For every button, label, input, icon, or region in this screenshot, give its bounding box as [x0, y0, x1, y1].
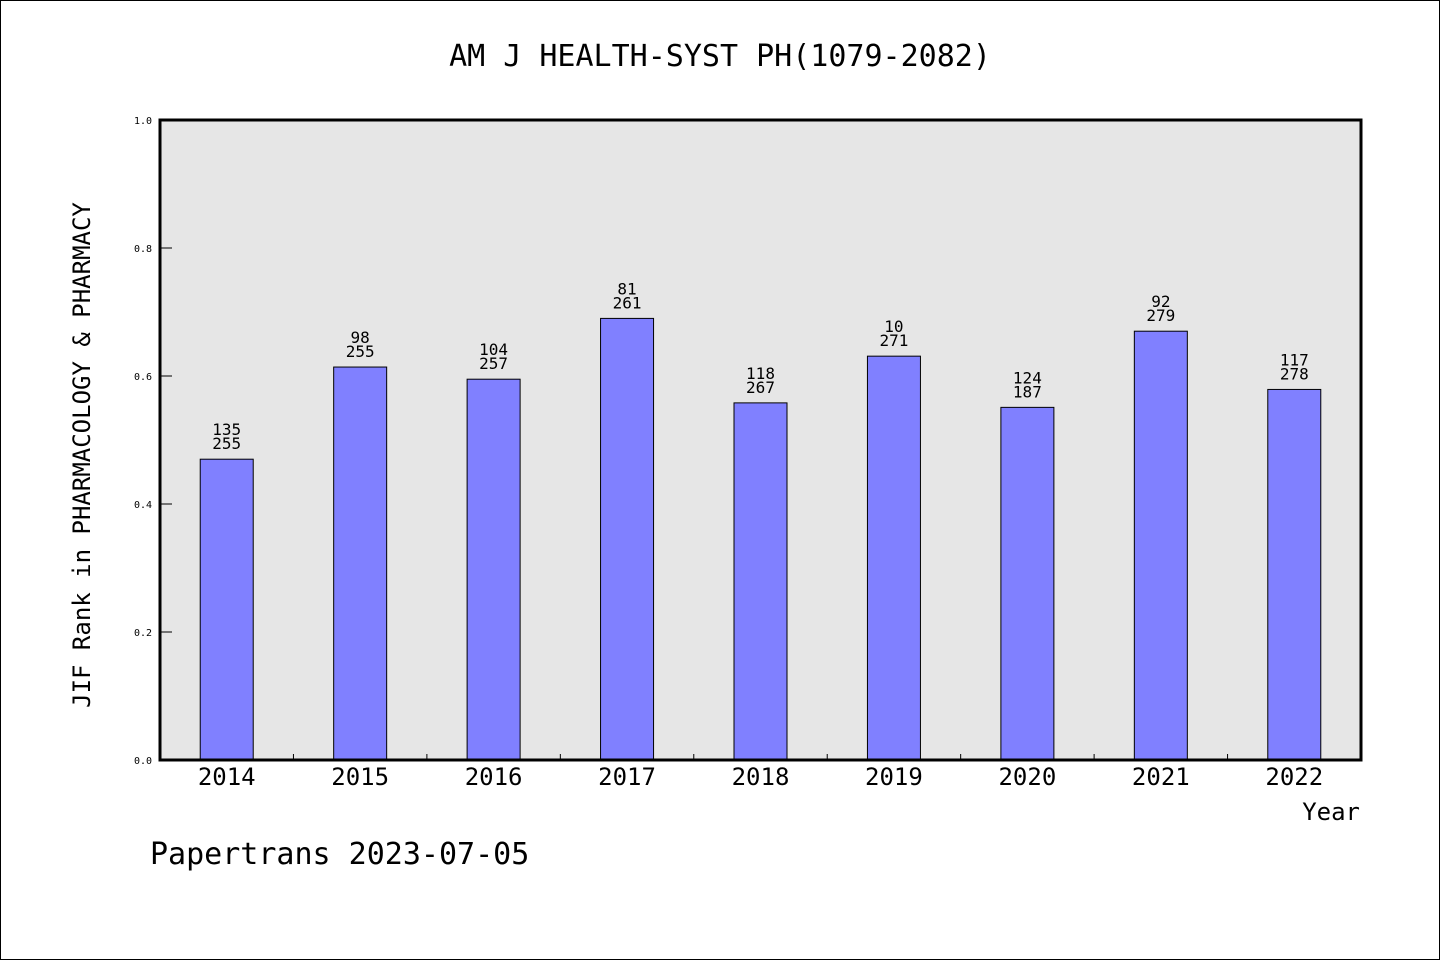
bar-rank-label: 104: [479, 340, 508, 359]
bar-rank-label: 92: [1151, 292, 1170, 311]
bar-rank-label: 81: [617, 279, 636, 298]
x-tick-label: 2018: [732, 763, 790, 791]
bar-2021: [1133, 330, 1188, 761]
x-tick-label: 2021: [1132, 763, 1190, 791]
bar-2018: [733, 402, 788, 761]
x-tick-label: 2014: [198, 763, 256, 791]
bar-total-label: 255: [346, 342, 375, 361]
x-axis-label: Year: [1302, 798, 1360, 826]
bar-rank-label: 124: [1013, 368, 1042, 387]
y-tick-label: 0.0: [134, 756, 152, 767]
bar-2016: [466, 378, 521, 761]
bar-rank-label: 10: [884, 317, 903, 336]
bar-2014: [199, 458, 254, 761]
y-axis-label: JIF Rank in PHARMACOLOGY & PHARMACY: [68, 202, 96, 708]
bar-total-label: 187: [1013, 382, 1042, 401]
x-tick-label: 2022: [1265, 763, 1323, 791]
x-tick-label: 2020: [998, 763, 1056, 791]
x-tick-label: 2017: [598, 763, 656, 791]
plot-border: [158, 118, 1363, 762]
bar-rank-label: 135: [212, 420, 241, 439]
bar-2017: [600, 317, 655, 761]
y-tick-label: 0.8: [134, 244, 152, 255]
footer-text: Papertrans 2023-07-05: [150, 837, 529, 872]
chart-title: AM J HEALTH-SYST PH(1079-2082): [449, 39, 991, 74]
x-tick-label: 2015: [331, 763, 389, 791]
bar-2019: [866, 355, 921, 761]
bar-total-label: 255: [212, 434, 241, 453]
x-tick-label: 2019: [865, 763, 923, 791]
bar-rank-label: 118: [746, 364, 775, 383]
y-tick-label: 0.2: [134, 628, 152, 639]
bar-total-label: 267: [746, 378, 775, 397]
bar-total-label: 257: [479, 354, 508, 373]
x-tick-label: 2016: [465, 763, 523, 791]
bar-total-label: 278: [1280, 364, 1309, 383]
bar-total-label: 279: [1146, 306, 1175, 325]
bar-2015: [333, 366, 388, 761]
y-tick-label: 1.0: [134, 116, 152, 127]
bar-rank-label: 117: [1280, 350, 1309, 369]
bar-2022: [1267, 388, 1322, 761]
bar-2020: [1000, 406, 1055, 761]
bar-rank-label: 98: [351, 328, 370, 347]
y-tick-label: 0.4: [134, 500, 152, 511]
y-tick-label: 0.6: [134, 372, 152, 383]
bar-total-label: 261: [613, 293, 642, 312]
bar-total-label: 271: [879, 331, 908, 350]
